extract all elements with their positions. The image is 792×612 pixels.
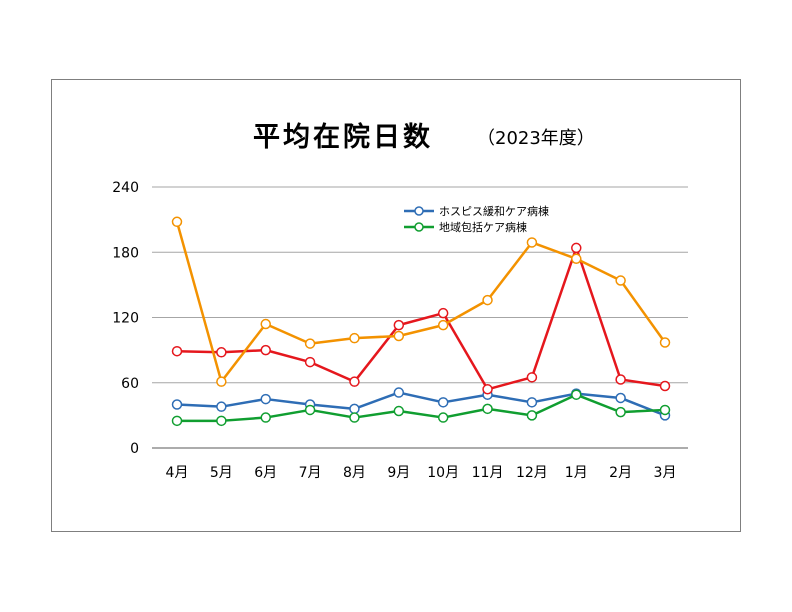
series-line [176, 246, 666, 391]
x-tick-label: 3月 [654, 465, 677, 481]
data-point [171, 399, 183, 410]
data-point [304, 404, 316, 416]
chart-frame [51, 79, 741, 532]
data-point [526, 397, 538, 408]
data-point [437, 412, 449, 423]
data-point [393, 330, 405, 342]
x-tick-label: 12月 [516, 465, 548, 481]
data-point [482, 294, 493, 306]
x-tick-label: 11月 [472, 465, 504, 481]
x-tick-label: 4月 [166, 465, 189, 481]
data-point [437, 307, 449, 319]
y-tick-label: 180 [112, 245, 139, 261]
legend-marker [414, 222, 424, 232]
data-point [171, 345, 183, 357]
data-point [437, 319, 449, 331]
data-point [526, 410, 538, 421]
x-tick-label: 1月 [565, 465, 588, 481]
data-point [216, 401, 227, 412]
y-axis-labels: 0 60 120 180 240 [112, 180, 139, 457]
legend-entry: ホスピス緩和ケア病棟 [404, 204, 549, 218]
chart-subtitle: （2023年度） [477, 128, 595, 149]
data-point [526, 372, 538, 383]
data-point [260, 412, 271, 423]
x-tick-label: 5月 [210, 465, 233, 481]
data-point [659, 404, 671, 416]
series-3 [171, 216, 671, 387]
data-point [349, 376, 360, 387]
data-point [615, 406, 626, 418]
x-tick-label: 8月 [343, 465, 366, 481]
data-point [349, 403, 360, 415]
y-tick-label: 240 [112, 180, 139, 196]
data-point [571, 389, 582, 400]
series-1 [171, 389, 671, 427]
data-point [526, 237, 538, 248]
data-point [260, 344, 271, 356]
data-point [260, 393, 271, 405]
data-point [349, 412, 360, 423]
data-point [393, 319, 405, 331]
data-point [615, 275, 626, 286]
data-point [349, 332, 360, 344]
data-point [216, 347, 227, 358]
data-point [393, 387, 405, 398]
series-lines [171, 216, 671, 427]
data-point [571, 253, 582, 265]
data-point [171, 415, 183, 427]
series-2 [171, 242, 671, 395]
data-point [216, 415, 227, 427]
y-tick-label: 120 [112, 311, 139, 327]
x-tick-label: 2月 [609, 465, 632, 481]
chart-title: 平均在院日数 [253, 122, 433, 153]
data-point [437, 397, 449, 408]
data-point [659, 337, 671, 348]
data-point [171, 216, 183, 228]
series-0 [171, 387, 671, 421]
legend-label: ホスピス緩和ケア病棟 [439, 204, 549, 218]
data-point [260, 318, 271, 330]
data-point [659, 380, 671, 392]
y-tick-label: 60 [121, 376, 139, 392]
data-point [216, 376, 227, 387]
data-point [304, 338, 316, 349]
data-point [615, 392, 626, 404]
data-point [482, 403, 493, 415]
x-axis-labels: 4月 5月 6月 7月 8月 9月 10月 11月 12月 1月 2月 3月 [166, 465, 677, 481]
data-point [393, 405, 405, 417]
x-tick-label: 10月 [427, 465, 459, 481]
series-line [175, 221, 667, 383]
legend-marker [414, 206, 424, 216]
series-line [176, 391, 666, 417]
legend-label: 地域包括ケア病棟 [439, 220, 527, 234]
data-point [304, 356, 316, 368]
x-tick-label: 7月 [299, 465, 322, 481]
legend-entry: 地域包括ケア病棟 [404, 220, 527, 234]
y-tick-label: 0 [130, 441, 139, 457]
data-point [571, 242, 582, 254]
x-tick-label: 6月 [254, 465, 277, 481]
series-line [177, 393, 666, 423]
x-tick-label: 9月 [387, 465, 410, 481]
data-point [482, 384, 493, 395]
data-point [615, 374, 626, 385]
